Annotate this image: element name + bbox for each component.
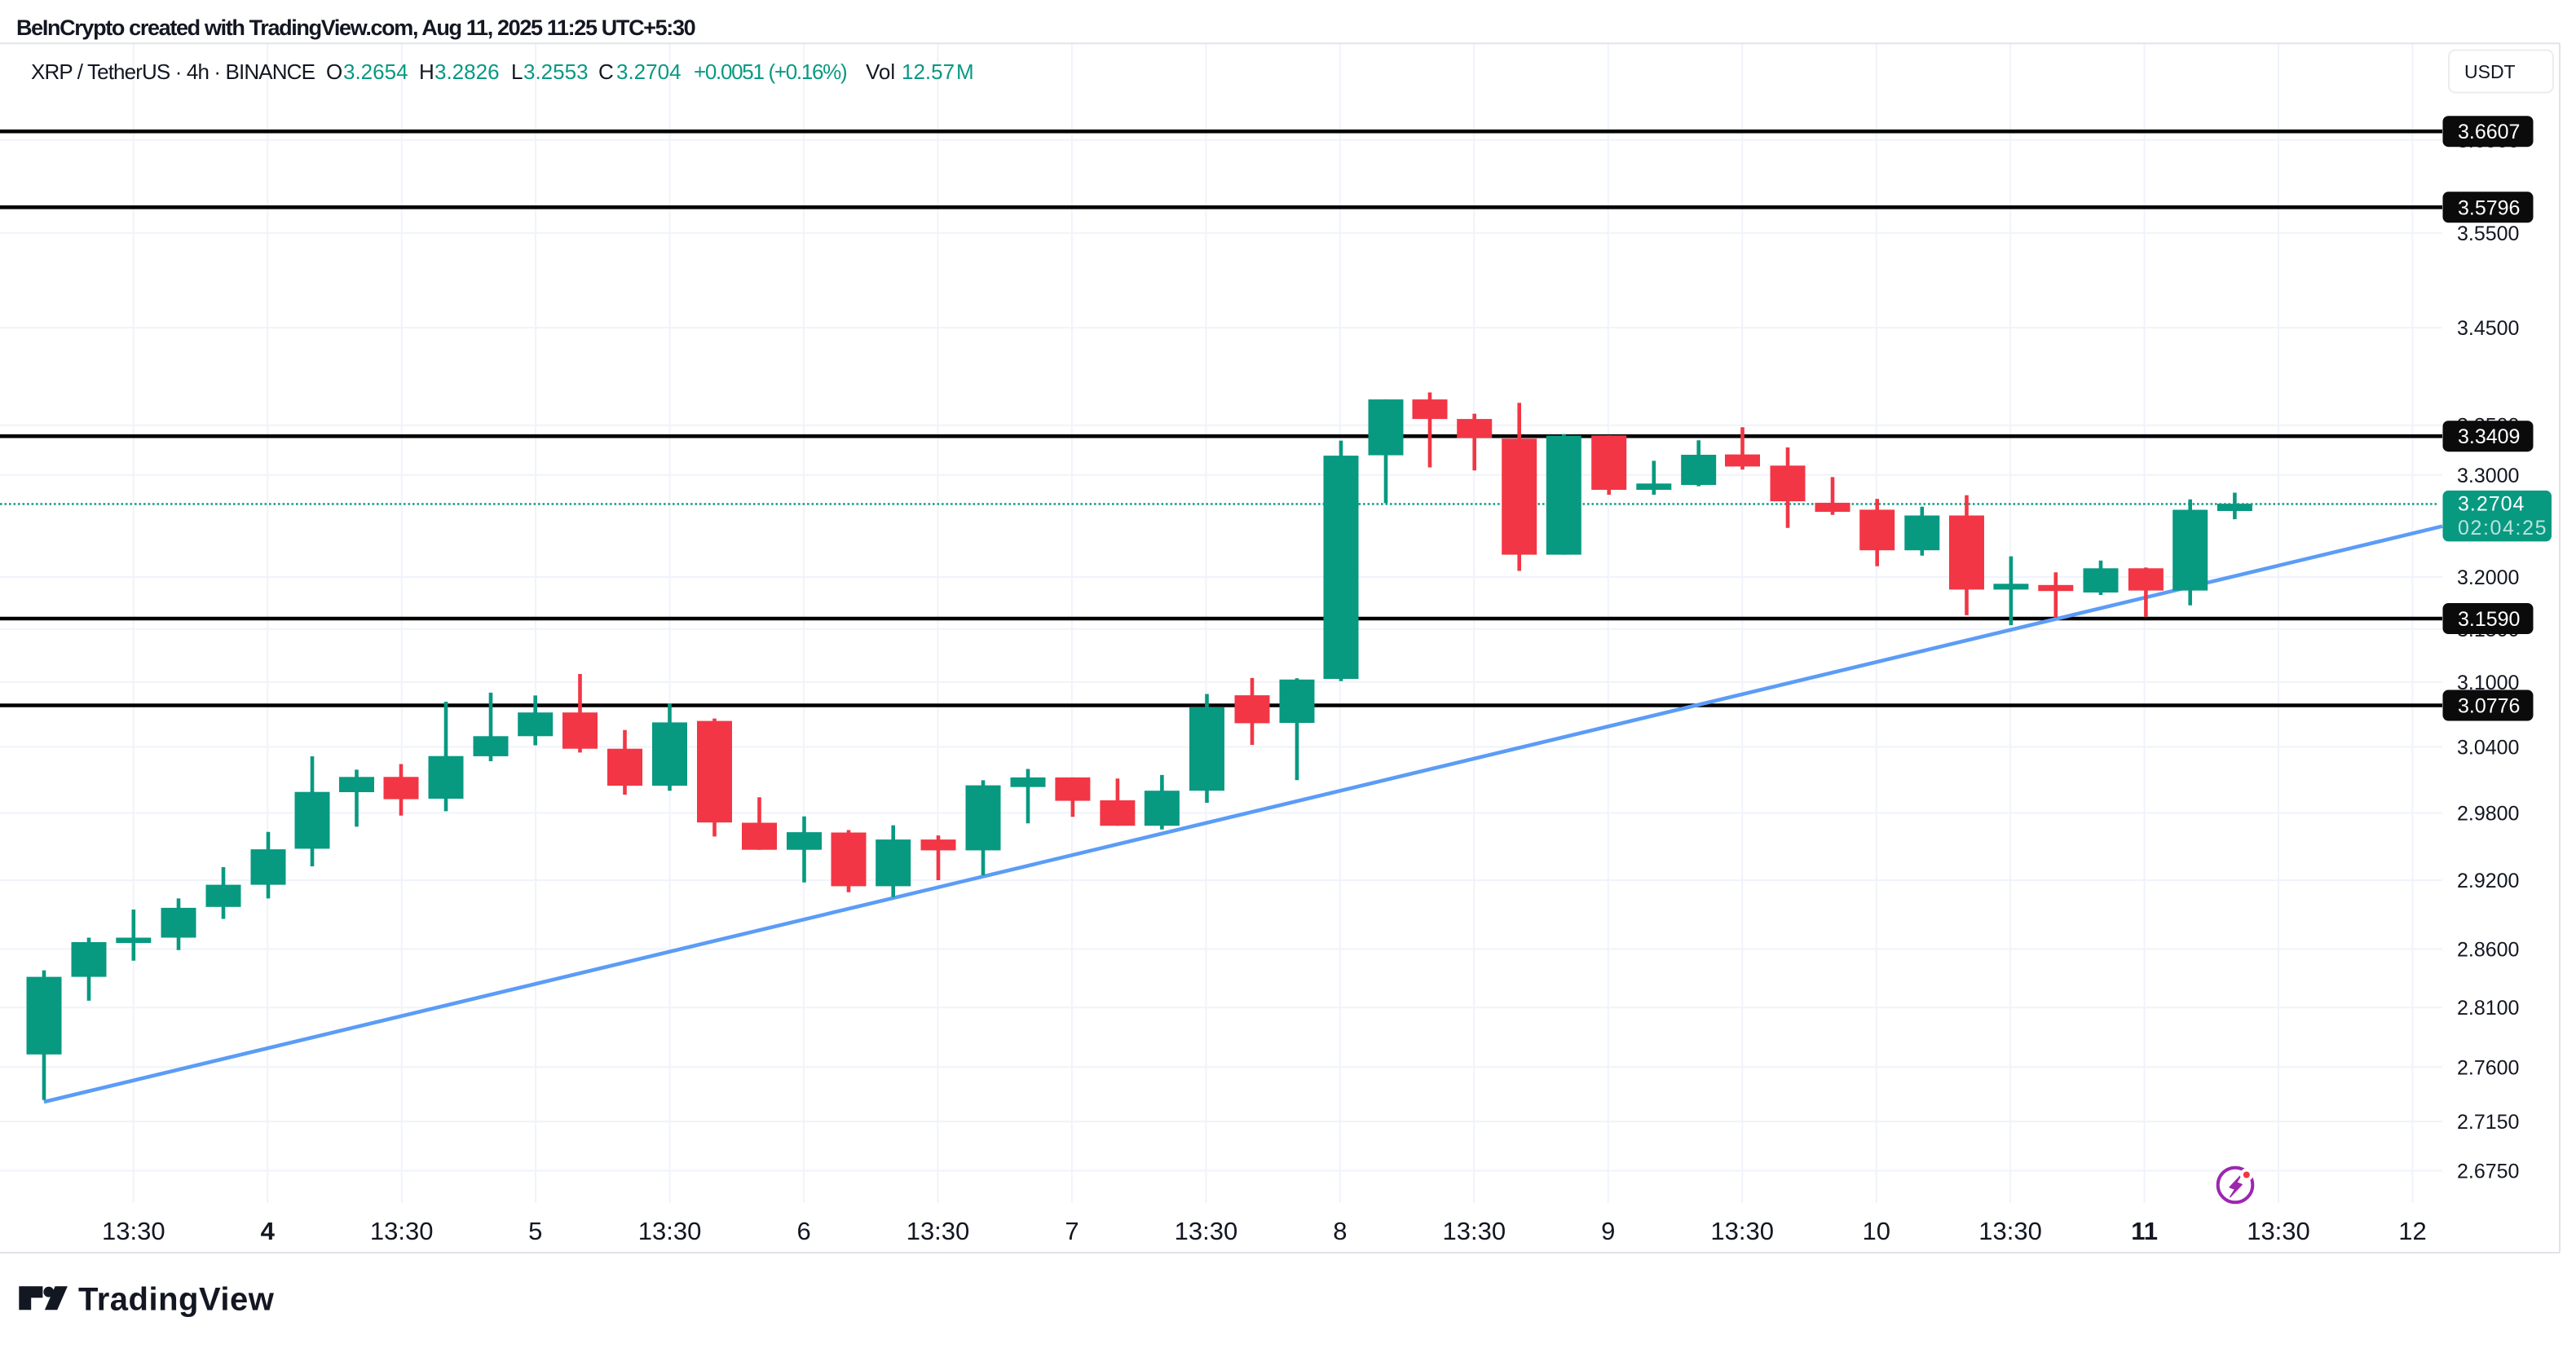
svg-text:2.8600: 2.8600 [2457,939,2519,962]
svg-text:2.7150: 2.7150 [2457,1111,2519,1134]
svg-text:2.9800: 2.9800 [2457,802,2519,825]
svg-text:12: 12 [2398,1217,2426,1245]
svg-text:3.2704: 3.2704 [616,59,681,84]
svg-text:3.6607: 3.6607 [2458,121,2520,143]
svg-text:13:30: 13:30 [1978,1217,2042,1245]
svg-text:8: 8 [1333,1217,1347,1245]
svg-text:4: 4 [261,1217,276,1245]
svg-text:USDT: USDT [2464,61,2516,82]
svg-text:3.1590: 3.1590 [2458,608,2520,631]
svg-text:Vol: Vol [866,59,895,84]
svg-text:3.0400: 3.0400 [2457,736,2519,759]
svg-text:13:30: 13:30 [1175,1217,1238,1245]
svg-text:9: 9 [1601,1217,1615,1245]
svg-text:6: 6 [796,1217,810,1245]
svg-text:TradingView: TradingView [78,1282,275,1318]
svg-text:2.7600: 2.7600 [2457,1056,2519,1079]
svg-text:M: M [956,59,974,84]
svg-text:13:30: 13:30 [906,1217,970,1245]
svg-text:13:30: 13:30 [1443,1217,1506,1245]
svg-text:H: H [419,59,434,84]
svg-text:O: O [326,59,342,84]
svg-text:2.6750: 2.6750 [2457,1160,2519,1183]
svg-text:13:30: 13:30 [2247,1217,2310,1245]
svg-text:13:30: 13:30 [102,1217,165,1245]
svg-text:C: C [598,59,614,84]
svg-text:10: 10 [1862,1217,1890,1245]
svg-text:3.3409: 3.3409 [2458,425,2520,448]
svg-text:3.3000: 3.3000 [2457,465,2519,487]
svg-text:3.2654: 3.2654 [343,59,408,84]
svg-text:+0.0051 (+0.16%): +0.0051 (+0.16%) [694,59,847,84]
svg-text:7: 7 [1065,1217,1078,1245]
svg-text:3.2704: 3.2704 [2458,493,2525,516]
svg-text:12.57: 12.57 [902,59,955,84]
svg-text:BeInCrypto created with Tradin: BeInCrypto created with TradingView.com,… [16,15,695,40]
svg-text:5: 5 [528,1217,542,1245]
svg-text:02:04:25: 02:04:25 [2458,517,2547,540]
svg-text:3.2000: 3.2000 [2457,566,2519,589]
svg-text:13:30: 13:30 [370,1217,434,1245]
svg-text:XRP / TetherUS · 4h · BINANCE: XRP / TetherUS · 4h · BINANCE [31,59,315,84]
svg-text:3.5500: 3.5500 [2457,222,2519,245]
svg-text:3.5796: 3.5796 [2458,196,2520,219]
svg-text:13:30: 13:30 [1710,1217,1774,1245]
svg-text:3.0776: 3.0776 [2458,695,2520,718]
svg-text:L: L [511,59,523,84]
svg-text:2.9200: 2.9200 [2457,870,2519,892]
svg-text:2.8100: 2.8100 [2457,997,2519,1020]
svg-text:3.2553: 3.2553 [523,59,589,84]
svg-text:11: 11 [2131,1217,2158,1245]
svg-text:13:30: 13:30 [638,1217,702,1245]
svg-text:3.2826: 3.2826 [434,59,500,84]
svg-text:3.4500: 3.4500 [2457,317,2519,340]
